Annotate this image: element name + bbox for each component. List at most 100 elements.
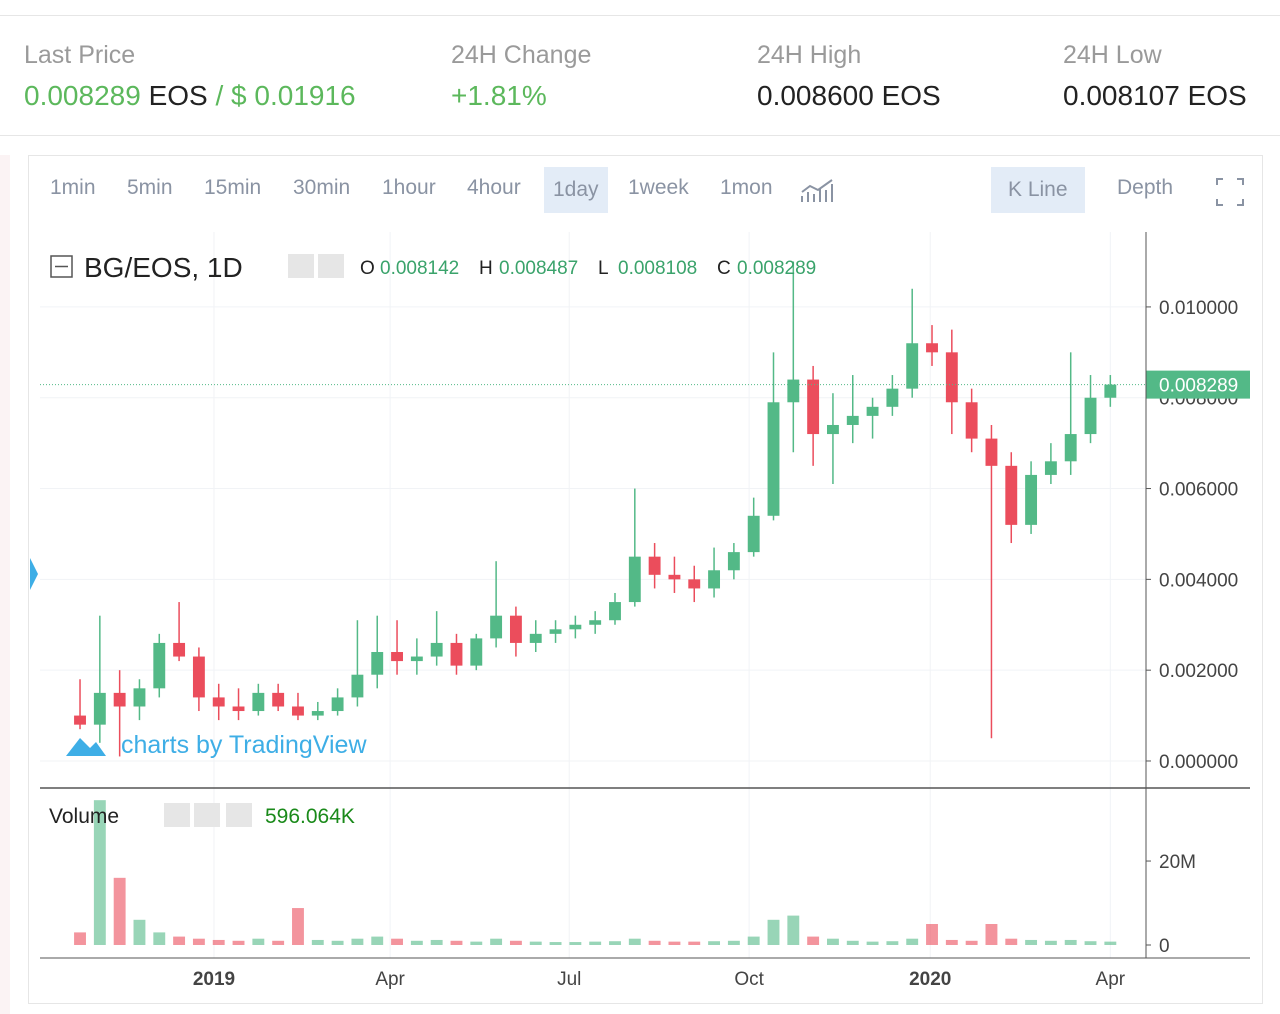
candle-body (628, 556, 641, 603)
interval-button[interactable]: 4hour (467, 176, 521, 199)
volume-bar (569, 942, 582, 945)
volume-bar (371, 936, 384, 945)
y-tick-label: 0.004000 (1159, 570, 1238, 591)
candle-body (1025, 474, 1038, 525)
candle-body (727, 552, 740, 571)
candle-body (1044, 461, 1057, 475)
volume-bar (272, 940, 285, 945)
stat-label: 24H Low (1063, 41, 1162, 69)
candle-body (807, 379, 820, 435)
volume-bar (292, 908, 304, 945)
volume-bar (787, 915, 800, 945)
volume-bar (351, 938, 364, 945)
volume-bar (866, 941, 879, 945)
unit: EOS (1187, 80, 1247, 111)
volume-bar (945, 939, 958, 945)
volume-bar (173, 936, 186, 945)
volume-value: 596.064K (265, 805, 355, 828)
legend-icon (194, 803, 220, 827)
candle-body (886, 388, 899, 407)
volume-bar (192, 938, 205, 945)
candle-body (74, 715, 86, 725)
y-tick-label: 0.002000 (1159, 661, 1238, 682)
candle-body (708, 570, 721, 589)
ohlc-value: 0.008108 (618, 258, 697, 279)
candle-body (985, 438, 998, 466)
ohlc-value: 0.008487 (499, 258, 578, 279)
sidebar (0, 155, 10, 1014)
volume-bar (509, 940, 522, 945)
legend-icon (226, 803, 252, 827)
candle-body (212, 697, 225, 707)
volume-bar (430, 939, 443, 945)
y-tick-label: 0.010000 (1159, 298, 1238, 319)
candle-body (826, 424, 839, 435)
ohlc-value: 0.008142 (380, 258, 459, 279)
volume-tick-label: 0 (1159, 936, 1170, 957)
candle-body (371, 652, 384, 675)
price: 0.008289 (24, 80, 141, 111)
interval-button[interactable]: 1mon (720, 176, 773, 199)
value: 0.008107 (1063, 80, 1180, 111)
candle-body (173, 642, 186, 657)
candle-body (232, 706, 245, 712)
volume-bar (410, 940, 423, 945)
interval-button[interactable]: 1day (544, 167, 608, 213)
candle-body (1005, 465, 1018, 525)
volume-bar (212, 939, 225, 945)
ohlc-value: 0.008289 (737, 258, 816, 279)
candle-body (470, 638, 483, 666)
interval-button[interactable]: 1hour (382, 176, 436, 199)
volume-bar (93, 800, 106, 945)
ohlc-key: O (360, 258, 375, 279)
stat-value: 0.008600 EOS (757, 80, 941, 112)
volume-bar (628, 938, 641, 945)
volume-bar (965, 940, 978, 945)
view-button[interactable]: K Line (991, 167, 1085, 213)
candle-body (926, 343, 938, 353)
stat-value: 0.008107 EOS (1063, 80, 1247, 112)
volume-bar (450, 940, 463, 945)
volume-bar (1084, 941, 1097, 945)
candle-body (272, 692, 285, 707)
interval-button[interactable]: 15min (204, 176, 262, 199)
ohlc-key: H (479, 258, 493, 279)
volume-bar (252, 938, 265, 945)
candle-body (351, 674, 364, 698)
interval-button[interactable]: 5min (127, 176, 173, 199)
header-border (0, 135, 1280, 136)
indicator-icon[interactable] (800, 178, 836, 206)
candle-body (192, 656, 205, 698)
volume-bar (153, 932, 166, 945)
candle-body (1084, 397, 1097, 435)
volume-bar (767, 919, 780, 945)
fullscreen-icon[interactable] (1214, 176, 1246, 208)
candle-body (113, 692, 126, 707)
x-tick-label: Apr (375, 969, 405, 990)
x-tick-label: Apr (1096, 969, 1126, 990)
candle-body (668, 574, 681, 580)
value: 0.008600 (757, 80, 874, 111)
collapse-arrow[interactable] (28, 556, 40, 592)
legend-icon (164, 803, 190, 827)
volume-bar (1005, 938, 1018, 945)
interval-button[interactable]: 30min (293, 176, 351, 199)
volume-bar (886, 941, 899, 945)
volume-bar (331, 940, 344, 945)
stat-value: 0.008289 EOS / $ 0.01916 (24, 80, 356, 112)
view-button[interactable]: Depth (1117, 176, 1174, 199)
candle-body (549, 629, 562, 634)
x-tick-label: Jul (557, 969, 581, 990)
volume-bar (113, 877, 126, 945)
candle-body (292, 706, 304, 716)
volume-bar (1044, 940, 1057, 945)
watermark: charts by TradingView (121, 731, 367, 759)
unit: EOS (148, 80, 208, 111)
interval-button[interactable]: 1min (50, 176, 96, 199)
volume-bar (906, 938, 919, 945)
x-tick-label: 2020 (909, 969, 951, 990)
candle-body (252, 692, 265, 712)
ohlc-key: L (598, 258, 609, 279)
interval-button[interactable]: 1week (628, 176, 689, 199)
volume-bar (807, 936, 820, 945)
